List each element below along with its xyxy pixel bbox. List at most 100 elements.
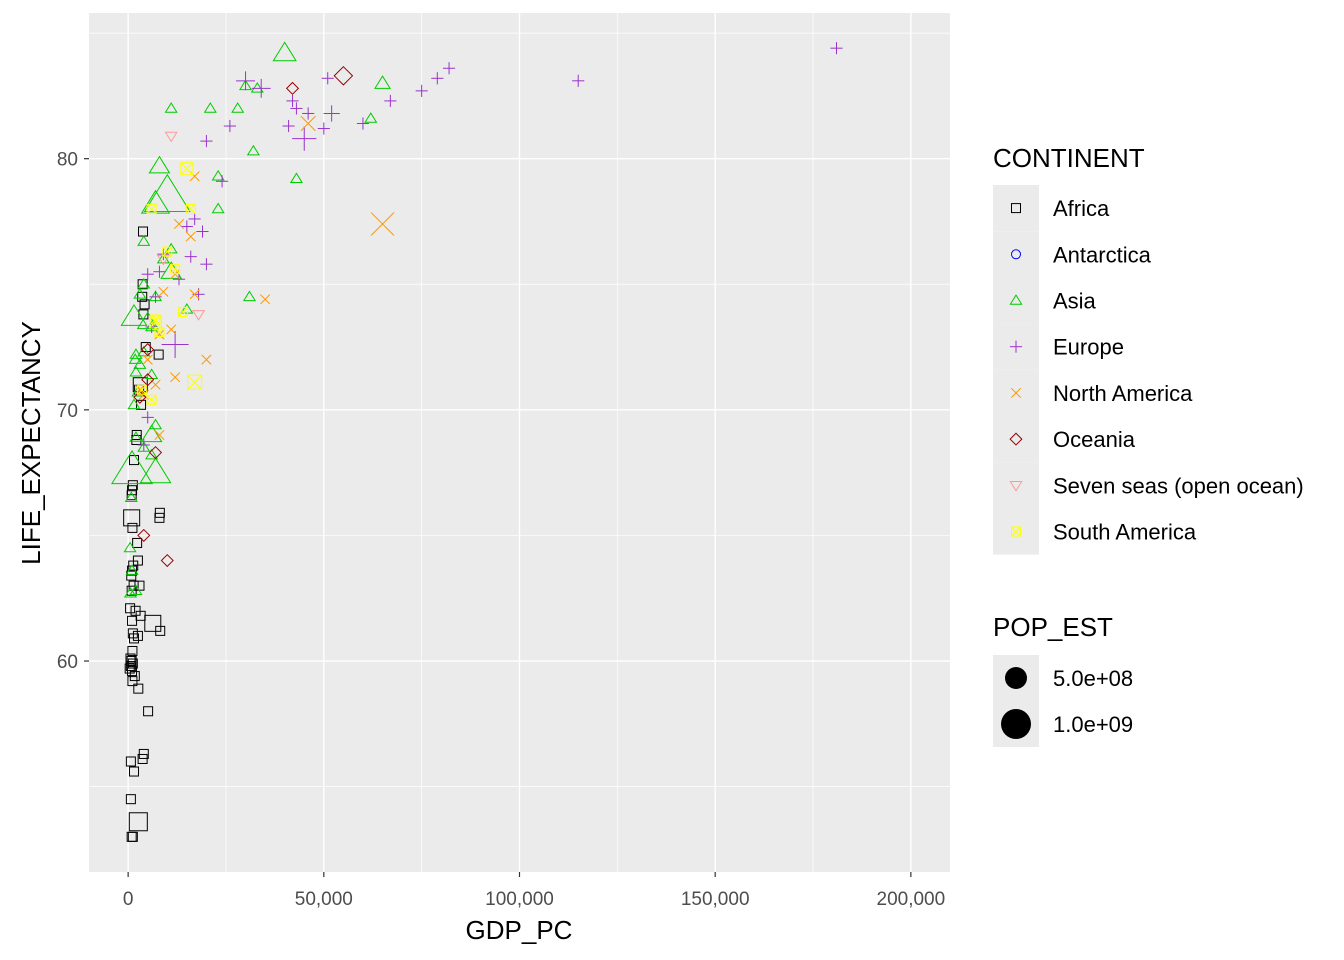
point-asia [164, 242, 178, 254]
point-oceania [148, 445, 163, 460]
legend-size-circle [1005, 667, 1027, 689]
point-asia [164, 102, 178, 113]
x-axis-title: GDP_PC [466, 915, 573, 945]
point-asia [211, 202, 225, 214]
point-asia [129, 365, 143, 377]
point-asia [148, 155, 171, 174]
point-africa [126, 570, 137, 581]
point-oceania [141, 373, 155, 387]
point-asia [133, 287, 147, 299]
point-africa [128, 560, 139, 571]
point-africa [130, 605, 141, 616]
point-africa [129, 671, 140, 682]
x-axis-ticks: 0 50,000 100,000 150,000 200,000 [123, 872, 945, 910]
legend-continent-title: CONTINENT [993, 143, 1145, 173]
legend-size-label: 1.0e+09 [1053, 712, 1133, 737]
point-europe [180, 220, 193, 233]
point-africa [138, 226, 149, 237]
point-asia [143, 173, 191, 212]
legend-key-symbol [1009, 432, 1023, 446]
point-europe [286, 94, 299, 107]
point-asia [242, 290, 257, 302]
point-asia [133, 358, 147, 369]
y-tick-label: 60 [57, 652, 78, 673]
point-europe [200, 258, 213, 271]
grid-major [89, 13, 950, 872]
point-europe [442, 62, 456, 75]
point-asia [128, 353, 142, 364]
point-asia [231, 102, 245, 113]
point-europe [196, 225, 209, 238]
point-north-america [142, 354, 153, 365]
legend-label: Seven seas (open ocean) [1053, 473, 1304, 498]
legend-key-symbol [1010, 387, 1022, 398]
point-africa [125, 794, 136, 805]
legend-label: Antarctica [1053, 242, 1152, 267]
point-africa [125, 756, 136, 767]
legend-label: Africa [1053, 196, 1110, 221]
x-tick-label: 100,000 [485, 889, 554, 910]
point-europe [384, 94, 397, 107]
point-asia [137, 277, 151, 289]
point-north-america [134, 384, 145, 395]
point-asia [211, 169, 225, 181]
point-africa [137, 753, 148, 764]
point-africa [131, 429, 142, 440]
point-asia [129, 584, 143, 595]
point-oceania [141, 343, 155, 357]
legend-pop-est: 5.0e+08 1.0e+09 [993, 655, 1133, 747]
point-africa [124, 663, 135, 674]
legend-key-background [993, 277, 1039, 324]
point-africa [123, 509, 141, 527]
x-tick-label: 150,000 [681, 889, 750, 910]
point-europe [292, 126, 317, 151]
point-europe [141, 411, 154, 424]
point-africa [127, 658, 138, 669]
point-asia [125, 564, 139, 575]
point-africa [154, 512, 165, 523]
point-africa [155, 625, 166, 636]
point-europe [431, 72, 444, 85]
point-africa [140, 342, 151, 353]
point-africa [125, 653, 136, 664]
point-europe [141, 268, 154, 281]
legend-key-symbol [1011, 526, 1021, 537]
point-europe [200, 135, 213, 148]
point-europe [323, 105, 340, 122]
point-south-america [162, 246, 173, 257]
point-asia [123, 541, 137, 553]
legend-pop-title: POP_EST [993, 612, 1113, 642]
point-asia [364, 112, 378, 123]
point-africa [128, 580, 139, 591]
point-europe [290, 102, 303, 115]
point-europe [302, 107, 315, 120]
point-north-america [170, 372, 181, 383]
point-asia [180, 303, 194, 314]
point-europe [572, 74, 585, 87]
point-africa [153, 349, 164, 360]
point-europe [153, 265, 166, 278]
point-north-america [173, 218, 185, 230]
y-axis-title: LIFE_EXPECTANCY [16, 321, 46, 565]
point-asia [145, 448, 159, 460]
point-asia [120, 303, 148, 326]
point-south-america [146, 394, 157, 405]
point-africa [132, 630, 143, 641]
point-oceania [133, 390, 147, 404]
point-asia [124, 491, 138, 503]
point-asia [137, 441, 151, 452]
point-south-america [154, 326, 165, 337]
point-africa [129, 633, 140, 644]
point-oceania [285, 81, 300, 95]
point-africa [129, 766, 140, 777]
point-africa [133, 683, 144, 694]
legend-key-symbol [1009, 294, 1023, 305]
point-europe [830, 42, 843, 55]
point-asia [127, 398, 141, 410]
point-europe [282, 119, 295, 133]
legend-key-symbol [1009, 481, 1023, 492]
point-europe [188, 212, 201, 226]
point-north-america [189, 289, 200, 300]
point-asia [110, 449, 154, 485]
